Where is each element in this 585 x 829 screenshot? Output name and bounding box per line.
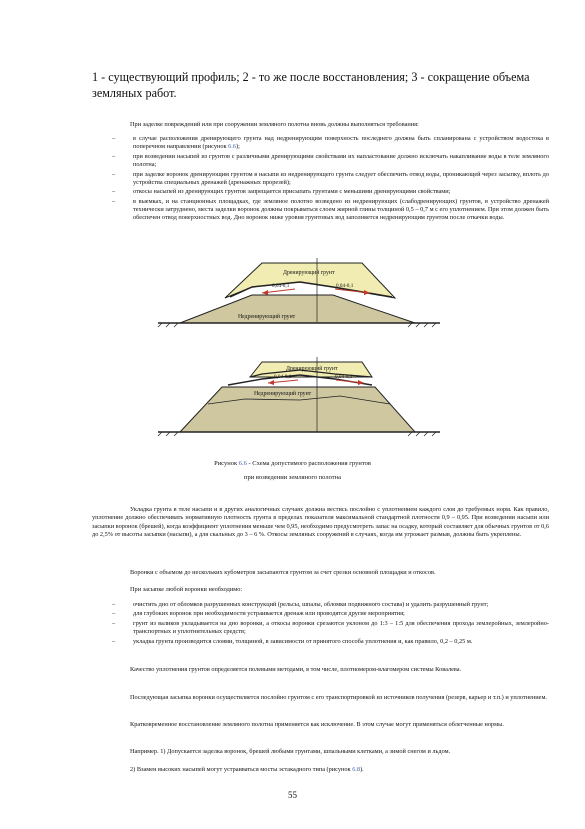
paragraph-compaction: Укладка грунта в теле насыпи и в других … <box>92 506 549 538</box>
list-item: – укладка грунта производится слоями, тол… <box>112 637 473 645</box>
top-slope-right-label: 0,04-0,1 <box>336 283 354 289</box>
top-slope-left-label: 0,04-0,1 <box>272 283 290 289</box>
page-number: 55 <box>288 790 297 800</box>
bottom-lower-separation <box>207 395 391 405</box>
bottom-hatch <box>157 431 437 437</box>
top-embankment: Дренирующий грунт 0,04-0,1 0,04-0,1 Недр… <box>157 258 440 328</box>
bottom-upper-label: Дренирующий грунт <box>286 365 338 372</box>
requirements-list: – в случае расположения дренирующего грун… <box>112 135 549 224</box>
figure-caption: Рисунок 6.6 - Схема допустимого располож… <box>214 460 371 467</box>
list-item: – в случае расположения дренирующего грун… <box>112 135 549 151</box>
paragraph-temporary-restoration: Кратковременное восстановление земляного… <box>130 721 504 728</box>
bottom-lower-label: Недренирующий грунт <box>254 390 312 397</box>
paragraph-crater-requirements: При засыпке любой воронки необходимо: <box>130 586 243 593</box>
figure-reference-link[interactable]: 6.6 <box>228 143 237 151</box>
list-item: – при возведении насыпей из грунтов с раз… <box>112 152 549 169</box>
bottom-separation-line <box>249 369 373 378</box>
list-item: – при заделке воронок дренирующим грунтом… <box>112 170 549 186</box>
paragraph-small-craters: Воронки с объемом до нескольких кубометр… <box>130 569 436 576</box>
top-hatch <box>157 322 437 328</box>
paragraph-quality: Качество уплотнения грунтов определяется… <box>130 666 462 673</box>
figure-reference-link[interactable]: 6.8 <box>352 766 361 773</box>
crater-steps-list: – очистить дно от обломков разрушенных ко… <box>112 601 549 647</box>
bottom-slope-right-label: 0,04-0,1 <box>335 374 353 380</box>
paragraph-example-2: 2) Взамен высоких насыпей могут устраива… <box>130 766 364 773</box>
list-item: – в выемках, и на станционных площадках, … <box>112 197 549 222</box>
top-lower-label: Недренирующий грунт <box>238 313 296 320</box>
list-item: – очистить дно от обломков разрушенных ко… <box>112 601 489 608</box>
caption-figure-number: 6.6 <box>238 460 247 467</box>
list-item: – откосы насыпей из дренирующих грунтов з… <box>112 188 451 196</box>
bottom-slope-left-label: 0,04-0,1 <box>274 374 292 380</box>
embankment-diagram: Дренирующий грунт 0,04-0,1 0,04-0,1 Недр… <box>157 258 440 437</box>
bottom-drain-layer <box>248 361 373 378</box>
bottom-embankment: Дренирующий грунт 0,04-0,1 0,04-0,1 Недр… <box>157 357 440 437</box>
top-nondrain-layer <box>179 294 416 324</box>
figure-caption-line2: при возведении земляного полотна <box>244 474 341 481</box>
paragraph-example-1: Например. 1) Допускается заделка воронок… <box>130 748 451 755</box>
paragraph-subsequent-filling: Последующая засыпка воронки осуществляет… <box>130 694 548 701</box>
figure-legend-heading: 1 - существующий профиль; 2 - то же посл… <box>92 70 530 100</box>
list-item: – для глубоких воронок при необходимости … <box>112 610 405 618</box>
list-item: – грунт из валиков укладывается на дно во… <box>112 619 549 636</box>
top-separation-line <box>229 281 393 298</box>
top-upper-label: Дренирующий грунт <box>283 269 335 276</box>
intro-paragraph: При заделке повреждений или при сооружен… <box>130 121 419 128</box>
